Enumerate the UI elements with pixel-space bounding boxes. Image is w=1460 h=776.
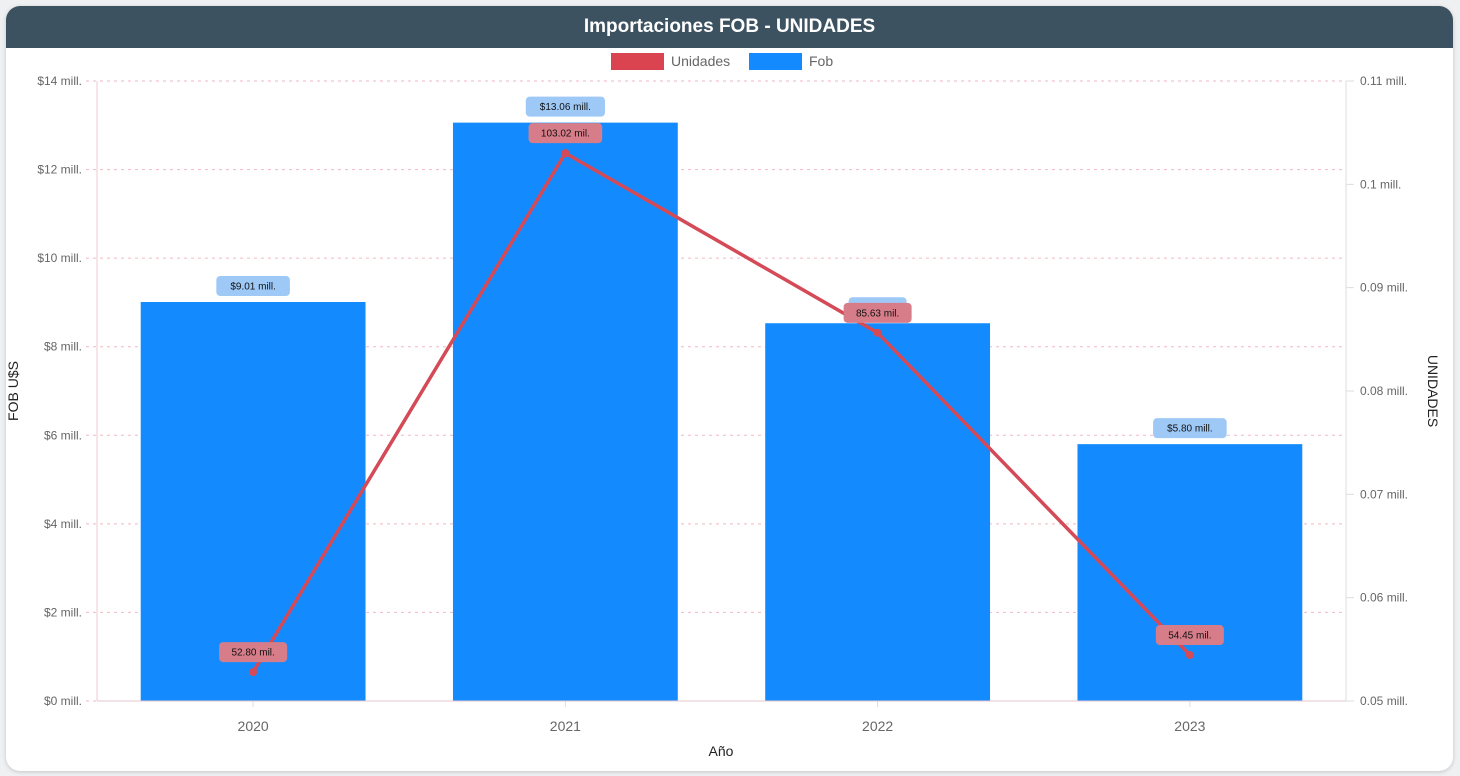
- bar-value-label-bg: [216, 275, 290, 296]
- y-tick-label: $6 mill.: [44, 428, 82, 442]
- y2-tick-label: 0.1 mill.: [1360, 177, 1401, 191]
- y-tick-label: $2 mill.: [44, 605, 82, 619]
- bar-value-label-bg: [525, 96, 605, 117]
- bar-value-label-text: $13.06 mill.: [540, 102, 591, 113]
- x-axis-title: Año: [709, 743, 734, 759]
- line-value-label-bg: [1155, 625, 1224, 646]
- line-point-2021[interactable]: [561, 149, 570, 158]
- line-value-label-text: 103.02 mil.: [541, 129, 590, 140]
- line-path: [251, 151, 1192, 673]
- line-value-label-text: 52.80 mil.: [231, 648, 274, 659]
- line-value-label-bg: [843, 302, 912, 323]
- line-point-2023[interactable]: [1185, 651, 1194, 660]
- line-value-label-bg: [219, 642, 288, 663]
- chart-title: Importaciones FOB - UNIDADES: [6, 6, 1453, 48]
- y-tick-label: $0 mill.: [44, 694, 82, 708]
- x-tick-label: 2020: [238, 718, 269, 734]
- x-axis: 2020 2021 2022 2023: [97, 700, 1346, 734]
- y-tick-label: $4 mill.: [44, 517, 82, 531]
- bar-value-label-text: $9.01 mill.: [230, 281, 276, 292]
- line-value-label-text: 54.45 mil.: [1168, 631, 1211, 642]
- bar-fob-2021[interactable]: [452, 122, 678, 702]
- y2-axis-title: UNIDADES: [1425, 355, 1441, 427]
- line-value-label: 54.45 mil.: [1155, 625, 1224, 646]
- bar-value-label-bg: [1153, 418, 1227, 439]
- legend[interactable]: Unidades Fob: [611, 53, 833, 70]
- bar-value-label: $13.06 mill.: [525, 96, 605, 117]
- legend-label: Unidades: [671, 53, 730, 69]
- line-value-label-bg: [528, 123, 603, 144]
- y2-tick-label: 0.09 mill.: [1360, 281, 1408, 295]
- y-axis-left: $0 mill. $2 mill. $4 mill. $6 mill. $8 mill.…: [37, 74, 98, 708]
- line-point-2020[interactable]: [249, 668, 258, 677]
- line-point-2022[interactable]: [873, 328, 882, 337]
- x-tick-label: 2022: [862, 718, 893, 734]
- line-value-label: 85.63 mil.: [843, 302, 912, 323]
- bar-value-label-text: $5.80 mill.: [1167, 424, 1213, 435]
- bar-value-label: $5.80 mill.: [1153, 418, 1227, 439]
- legend-item-fob[interactable]: Fob: [749, 53, 833, 70]
- y-tick-label: $12 mill.: [37, 163, 82, 177]
- legend-item-unidades[interactable]: Unidades: [611, 53, 730, 70]
- legend-swatch: [749, 53, 802, 70]
- y2-tick-label: 0.06 mill.: [1360, 591, 1408, 605]
- line-value-label: 52.80 mil.: [219, 642, 288, 663]
- y2-tick-label: 0.05 mill.: [1360, 694, 1408, 708]
- legend-label: Fob: [809, 53, 833, 69]
- x-tick-label: 2023: [1174, 718, 1205, 734]
- y-tick-label: $14 mill.: [37, 74, 82, 88]
- y-axis-right: 0.05 mill. 0.06 mill. 0.07 mill. 0.08 mill.…: [1345, 74, 1408, 708]
- y2-tick-label: 0.07 mill.: [1360, 487, 1408, 501]
- bar-fob-2020[interactable]: [140, 301, 366, 701]
- bar-fob-2022[interactable]: [765, 323, 991, 701]
- unidades-line: [249, 149, 1194, 677]
- y-tick-label: $10 mill.: [37, 251, 82, 265]
- legend-swatch: [611, 53, 664, 70]
- x-tick-label: 2021: [550, 718, 581, 734]
- bars: [140, 122, 1303, 702]
- y-axis-title: FOB U$S: [5, 361, 21, 421]
- y-tick-label: $8 mill.: [44, 340, 82, 354]
- y2-tick-label: 0.11 mill.: [1360, 74, 1407, 88]
- y2-tick-label: 0.08 mill.: [1360, 384, 1408, 398]
- data-labels: $9.01 mill. $13.06 mill. $5.80 mill. 52.80 …: [216, 96, 1227, 663]
- bar-value-label: $9.01 mill.: [216, 275, 290, 296]
- line-value-label-text: 85.63 mil.: [856, 308, 899, 319]
- line-value-label: 103.02 mil.: [528, 123, 603, 144]
